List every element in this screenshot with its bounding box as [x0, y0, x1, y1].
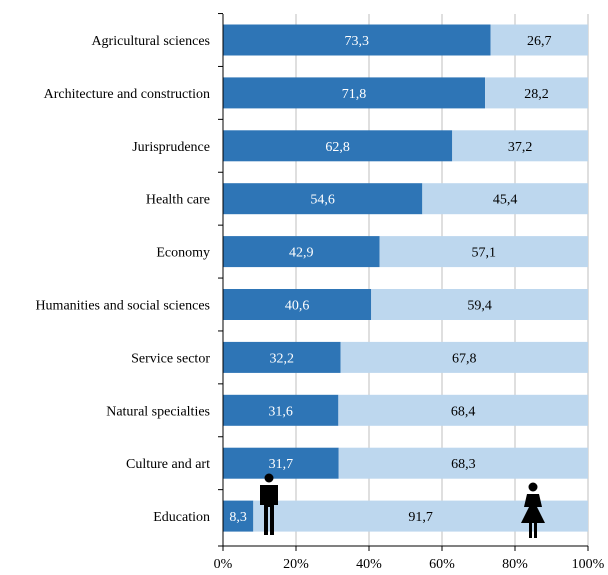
bar-male — [223, 289, 372, 320]
bar-male — [223, 24, 491, 56]
data-label-female: 26,7 — [527, 34, 552, 49]
bar-female — [338, 394, 588, 426]
data-label-male: 40,6 — [285, 299, 310, 314]
data-label-male: 31,7 — [269, 457, 294, 472]
category-label: Humanities and social sciences — [35, 299, 210, 314]
axis-layer: 0% 20% 40% 60% 80% 100% Agricultural sciences A… — [35, 13, 605, 572]
data-label-female: 59,4 — [467, 299, 492, 314]
category-label: Agricultural sciences — [91, 34, 210, 49]
data-label-male: 71,8 — [342, 87, 367, 102]
female-figure-icon — [521, 482, 545, 538]
category-label: Education — [153, 510, 210, 525]
bar-female — [422, 183, 588, 215]
category-label: Architecture and construction — [44, 87, 210, 102]
x-tick-label: 0% — [214, 557, 233, 572]
category-label: Natural specialties — [106, 404, 210, 419]
bar-male — [223, 183, 423, 215]
data-label-male: 54,6 — [310, 193, 335, 208]
x-tick-label: 60% — [429, 557, 455, 572]
bar-male — [223, 236, 380, 268]
category-label: Culture and art — [126, 457, 210, 472]
data-label-female: 45,4 — [493, 193, 518, 208]
bar-male — [223, 77, 486, 109]
data-label-female: 91,7 — [408, 510, 433, 525]
category-label: Health care — [146, 193, 210, 208]
x-tick-label: 100% — [572, 557, 605, 572]
bar-female — [338, 447, 588, 479]
data-label-male: 42,9 — [289, 246, 314, 261]
data-label-male: 8,3 — [229, 510, 247, 525]
data-label-female: 57,1 — [472, 246, 497, 261]
data-label-male: 31,6 — [268, 404, 293, 419]
bar-female — [485, 77, 588, 109]
x-tick-label: 80% — [502, 557, 528, 572]
bar-male — [223, 341, 341, 373]
bar-female — [371, 289, 588, 320]
bar-female — [340, 341, 588, 373]
bar-female — [452, 130, 588, 162]
data-label-male: 62,8 — [325, 140, 350, 155]
bar-male — [223, 130, 453, 162]
icon-layer — [260, 473, 545, 538]
category-label: Jurisprudence — [132, 140, 210, 155]
data-label-female: 37,2 — [508, 140, 533, 155]
bar-female — [379, 236, 588, 268]
data-label-male: 32,2 — [270, 351, 295, 366]
category-label: Service sector — [131, 351, 210, 366]
data-label-male: 73,3 — [345, 34, 370, 49]
bar-layer: 73,3 26,7 71,8 28,2 62,8 37,2 54,6 45,4 42,9 57,1… — [223, 24, 589, 532]
x-tick-label: 40% — [356, 557, 382, 572]
data-label-female: 28,2 — [524, 87, 549, 102]
bar-female — [490, 24, 588, 56]
bar-male — [223, 394, 339, 426]
male-figure-icon — [260, 473, 278, 535]
x-tick-label: 20% — [283, 557, 309, 572]
bar-male — [223, 500, 254, 532]
data-label-female: 67,8 — [452, 351, 477, 366]
data-label-female: 68,3 — [451, 457, 476, 472]
data-label-female: 68,4 — [451, 404, 476, 419]
category-label: Economy — [156, 246, 210, 261]
bar-male — [223, 447, 339, 479]
